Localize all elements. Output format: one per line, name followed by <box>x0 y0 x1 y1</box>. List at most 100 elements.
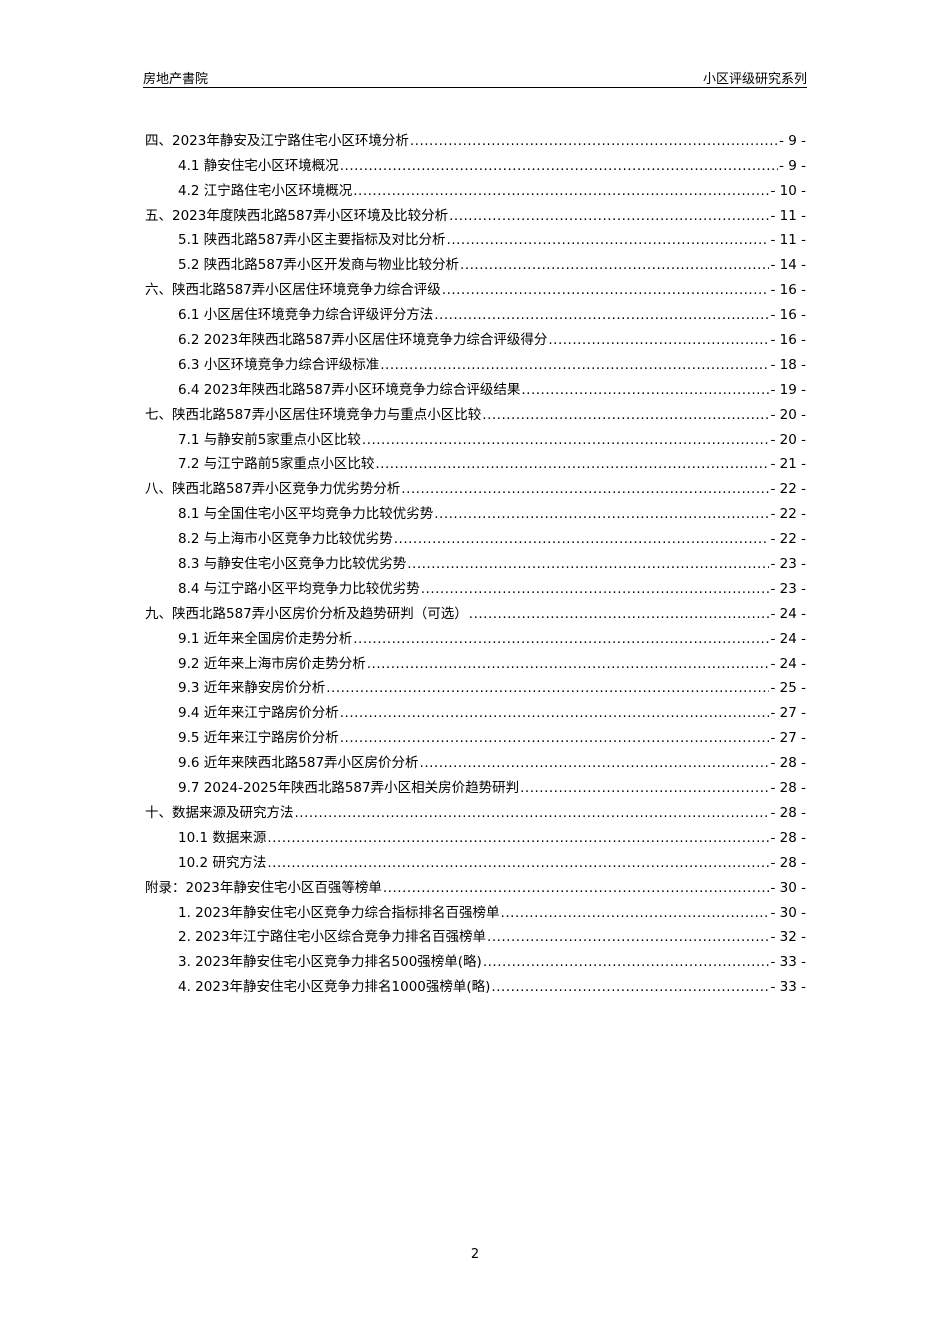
toc-entry[interactable]: 8.4 与江宁路小区平均竞争力比较优劣势 - 23 - <box>145 574 806 599</box>
toc-entry-title: 8.2 与上海市小区竞争力比较优劣势 <box>178 531 393 548</box>
toc-entry-page: - 9 - <box>779 132 806 149</box>
dot-leader <box>380 355 769 375</box>
toc-entry-page: - 16 - <box>770 332 806 349</box>
toc-entry[interactable]: 六、陕西北路587弄小区居住环境竞争力综合评级 - 16 - <box>145 275 806 300</box>
toc-entry[interactable]: 1. 2023年静安住宅小区竞争力综合指标排名百强榜单 - 30 - <box>145 898 806 923</box>
toc-entry[interactable]: 四、2023年静安及江宁路住宅小区环境分析 - 9 - <box>145 126 806 151</box>
toc-entry-page: - 9 - <box>779 157 806 174</box>
dot-leader <box>501 903 770 923</box>
toc-entry-page: - 24 - <box>770 630 806 647</box>
dot-leader <box>367 654 770 674</box>
toc-entry[interactable]: 4.1 静安住宅小区环境概况 - 9 - <box>145 151 806 176</box>
dot-leader <box>340 703 770 723</box>
dot-leader <box>326 678 769 698</box>
toc-entry-page: - 11 - <box>770 232 806 249</box>
toc-entry-page: - 21 - <box>770 456 806 473</box>
toc-entry[interactable]: 10.2 研究方法 - 28 - <box>145 848 806 873</box>
toc-entry[interactable]: 8.1 与全国住宅小区平均竞争力比较优劣势 - 22 - <box>145 499 806 524</box>
toc-entry[interactable]: 9.3 近年来静安房价分析 - 25 - <box>145 674 806 699</box>
dot-leader <box>548 330 769 350</box>
toc-entry[interactable]: 七、陕西北路587弄小区居住环境竞争力与重点小区比较 - 20 - <box>145 400 806 425</box>
dot-leader <box>401 479 769 499</box>
toc-entry-page: - 10 - <box>770 182 806 199</box>
toc-entry[interactable]: 9.5 近年来江宁路房价分析 - 27 - <box>145 723 806 748</box>
toc-entry[interactable]: 4.2 江宁路住宅小区环境概况 - 10 - <box>145 176 806 201</box>
dot-leader <box>394 529 770 549</box>
toc-entry[interactable]: 6.4 2023年陕西北路587弄小区环境竞争力综合评级结果 - 19 - <box>145 375 806 400</box>
dot-leader <box>449 206 769 226</box>
toc-entry[interactable]: 3. 2023年静安住宅小区竞争力排名500强榜单(略) - 33 - <box>145 947 806 972</box>
toc-entry-title: 6.2 2023年陕西北路587弄小区居住环境竞争力综合评级得分 <box>178 332 548 349</box>
toc-entry-title: 附录：2023年静安住宅小区百强等榜单 <box>145 879 382 896</box>
toc-entry-page: - 23 - <box>770 556 806 573</box>
toc-entry-title: 6.3 小区环境竞争力综合评级标准 <box>178 356 380 373</box>
toc-entry-page: - 28 - <box>770 854 806 871</box>
toc-entry-page: - 22 - <box>770 506 806 523</box>
toc-entry[interactable]: 5.1 陕西北路587弄小区主要指标及对比分析 - 11 - <box>145 226 806 251</box>
page-header: 房地产書院 小区评级研究系列 <box>143 66 807 88</box>
toc-entry-title: 1. 2023年静安住宅小区竞争力综合指标排名百强榜单 <box>178 904 500 921</box>
toc-entry-title: 9.7 2024-2025年陕西北路587弄小区相关房价趋势研判 <box>178 780 520 797</box>
toc-entry[interactable]: 7.2 与江宁路前5家重点小区比较 - 21 - <box>145 450 806 475</box>
toc-entry[interactable]: 9.1 近年来全国房价走势分析 - 24 - <box>145 624 806 649</box>
toc-entry-page: - 28 - <box>770 755 806 772</box>
toc-entry[interactable]: 附录：2023年静安住宅小区百强等榜单 - 30 - <box>145 873 806 898</box>
toc-entry-title: 4.2 江宁路住宅小区环境概况 <box>178 182 353 199</box>
toc-entry-page: - 24 - <box>770 655 806 672</box>
toc-entry[interactable]: 9.4 近年来江宁路房价分析 - 27 - <box>145 698 806 723</box>
dot-leader <box>267 828 769 848</box>
toc-entry[interactable]: 6.2 2023年陕西北路587弄小区居住环境竞争力综合评级得分 - 16 - <box>145 325 806 350</box>
toc-entry-page: - 23 - <box>770 580 806 597</box>
toc-entry[interactable]: 九、陕西北路587弄小区房价分析及趋势研判（可选） - 24 - <box>145 599 806 624</box>
toc-entry-title: 7.1 与静安前5家重点小区比较 <box>178 431 361 448</box>
toc-entry-page: - 24 - <box>770 605 806 622</box>
toc-entry-title: 9.6 近年来陕西北路587弄小区房价分析 <box>178 755 419 772</box>
toc-entry-page: - 22 - <box>770 481 806 498</box>
toc-entry-page: - 33 - <box>770 979 806 996</box>
toc-entry-page: - 28 - <box>770 780 806 797</box>
toc-entry-page: - 30 - <box>770 879 806 896</box>
dot-leader <box>434 305 769 325</box>
dot-leader <box>483 952 770 972</box>
dot-leader <box>434 504 769 524</box>
toc-entry[interactable]: 8.2 与上海市小区竞争力比较优劣势 - 22 - <box>145 524 806 549</box>
toc-entry-title: 五、2023年度陕西北路587弄小区环境及比较分析 <box>145 207 449 224</box>
dot-leader <box>521 380 769 400</box>
toc-entry[interactable]: 8.3 与静安住宅小区竞争力比较优劣势 - 23 - <box>145 549 806 574</box>
page-number: 2 <box>470 1247 480 1262</box>
toc-entry-title: 9.4 近年来江宁路房价分析 <box>178 705 339 722</box>
toc-entry-title: 5.2 陕西北路587弄小区开发商与物业比较分析 <box>178 257 460 274</box>
toc-entry-page: - 27 - <box>770 730 806 747</box>
toc-entry[interactable]: 9.6 近年来陕西北路587弄小区房价分析 - 28 - <box>145 748 806 773</box>
dot-leader <box>469 604 770 624</box>
toc-entry[interactable]: 10.1 数据来源 - 28 - <box>145 823 806 848</box>
dot-leader <box>362 430 770 450</box>
toc-entry[interactable]: 6.1 小区居住环境竞争力综合评级评分方法 - 16 - <box>145 300 806 325</box>
toc-entry[interactable]: 2. 2023年江宁路住宅小区综合竞争力排名百强榜单 - 32 - <box>145 923 806 948</box>
dot-leader <box>375 454 769 474</box>
toc-entry-page: - 32 - <box>770 929 806 946</box>
toc-entry[interactable]: 6.3 小区环境竞争力综合评级标准 - 18 - <box>145 350 806 375</box>
toc-entry-page: - 16 - <box>770 282 806 299</box>
toc-entry-title: 3. 2023年静安住宅小区竞争力排名500强榜单(略) <box>178 954 482 971</box>
toc-entry[interactable]: 八、陕西北路587弄小区竞争力优劣势分析 - 22 - <box>145 474 806 499</box>
toc-entry-title: 5.1 陕西北路587弄小区主要指标及对比分析 <box>178 232 446 249</box>
toc-entry[interactable]: 十、数据来源及研究方法 - 28 - <box>145 798 806 823</box>
dot-leader <box>407 554 769 574</box>
toc-entry-title: 9.5 近年来江宁路房价分析 <box>178 730 339 747</box>
toc-entry-page: - 16 - <box>770 307 806 324</box>
toc-entry-title: 8.3 与静安住宅小区竞争力比较优劣势 <box>178 556 407 573</box>
toc-entry[interactable]: 9.7 2024-2025年陕西北路587弄小区相关房价趋势研判 - 28 - <box>145 773 806 798</box>
toc-entry[interactable]: 5.2 陕西北路587弄小区开发商与物业比较分析 - 14 - <box>145 250 806 275</box>
toc-entry[interactable]: 五、2023年度陕西北路587弄小区环境及比较分析 - 11 - <box>145 201 806 226</box>
toc-entry[interactable]: 7.1 与静安前5家重点小区比较 - 20 - <box>145 425 806 450</box>
toc-entry-title: 9.1 近年来全国房价走势分析 <box>178 630 353 647</box>
dot-leader <box>410 131 778 151</box>
toc-entry-page: - 19 - <box>770 381 806 398</box>
dot-leader <box>442 280 770 300</box>
toc-entry[interactable]: 4. 2023年静安住宅小区竞争力排名1000强榜单(略) - 33 - <box>145 972 806 997</box>
toc-entry-title: 4. 2023年静安住宅小区竞争力排名1000强榜单(略) <box>178 979 491 996</box>
toc-entry-title: 十、数据来源及研究方法 <box>145 804 294 821</box>
toc-entry-title: 九、陕西北路587弄小区房价分析及趋势研判（可选） <box>145 605 468 622</box>
toc-entry[interactable]: 9.2 近年来上海市房价走势分析 - 24 - <box>145 649 806 674</box>
